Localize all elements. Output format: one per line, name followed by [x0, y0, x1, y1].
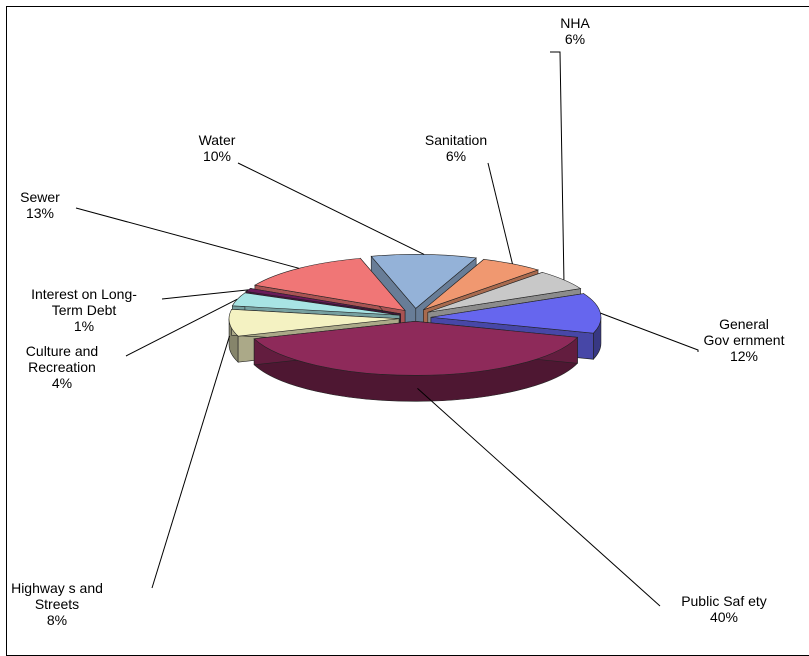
- slice-label: Sewer 13%: [20, 189, 60, 221]
- slice-percent: 6%: [565, 31, 585, 47]
- slice-percent: 10%: [203, 148, 231, 164]
- slice-name: Gov ernment: [704, 332, 785, 348]
- slice-percent: 8%: [47, 612, 67, 628]
- slice-name: Sewer: [20, 189, 60, 205]
- leader-line: [126, 299, 237, 356]
- slice-percent: 12%: [730, 348, 758, 364]
- slice-name: General: [719, 316, 769, 332]
- pie-slice: [254, 321, 577, 401]
- leader-line: [152, 336, 230, 588]
- slice-name: Highway s and: [11, 580, 103, 596]
- slice-percent: 1%: [74, 318, 94, 334]
- leader-line: [162, 290, 248, 299]
- leader-line: [238, 163, 424, 254]
- slice-name: Term Debt: [52, 302, 117, 318]
- slice-label: Public Saf ety 40%: [681, 593, 767, 625]
- slice-percent: 13%: [26, 205, 54, 221]
- slice-name: Interest on Long-: [31, 286, 137, 302]
- pie-chart: General Gov ernment 12% Public Saf ety 40% Hi…: [0, 0, 809, 639]
- slice-label: Sanitation 6%: [425, 132, 487, 164]
- slice-label: General Gov ernment 12%: [704, 316, 785, 364]
- slice-name: Recreation: [28, 359, 96, 375]
- slice-label: Highway s and Streets 8%: [11, 580, 103, 628]
- slice-percent: 4%: [52, 375, 72, 391]
- slice-label: Water 10%: [199, 132, 236, 164]
- leader-line: [488, 163, 512, 264]
- slice-name: Water: [199, 132, 236, 148]
- slice-label: NHA 6%: [560, 15, 590, 47]
- slice-name: Streets: [35, 596, 79, 612]
- slice-percent: 40%: [710, 609, 738, 625]
- slice-name: NHA: [560, 15, 590, 31]
- leader-line: [550, 52, 564, 280]
- leader-line: [600, 313, 698, 352]
- slice-percent: 6%: [446, 148, 466, 164]
- slice-name: Sanitation: [425, 132, 487, 148]
- slice-label: Interest on Long-Term Debt 1%: [31, 286, 137, 334]
- slice-name: Public Saf ety: [681, 593, 767, 609]
- leader-line: [417, 388, 660, 606]
- slice-label: Culture and Recreation 4%: [26, 343, 98, 391]
- leader-line: [76, 208, 299, 268]
- slice-name: Culture and: [26, 343, 98, 359]
